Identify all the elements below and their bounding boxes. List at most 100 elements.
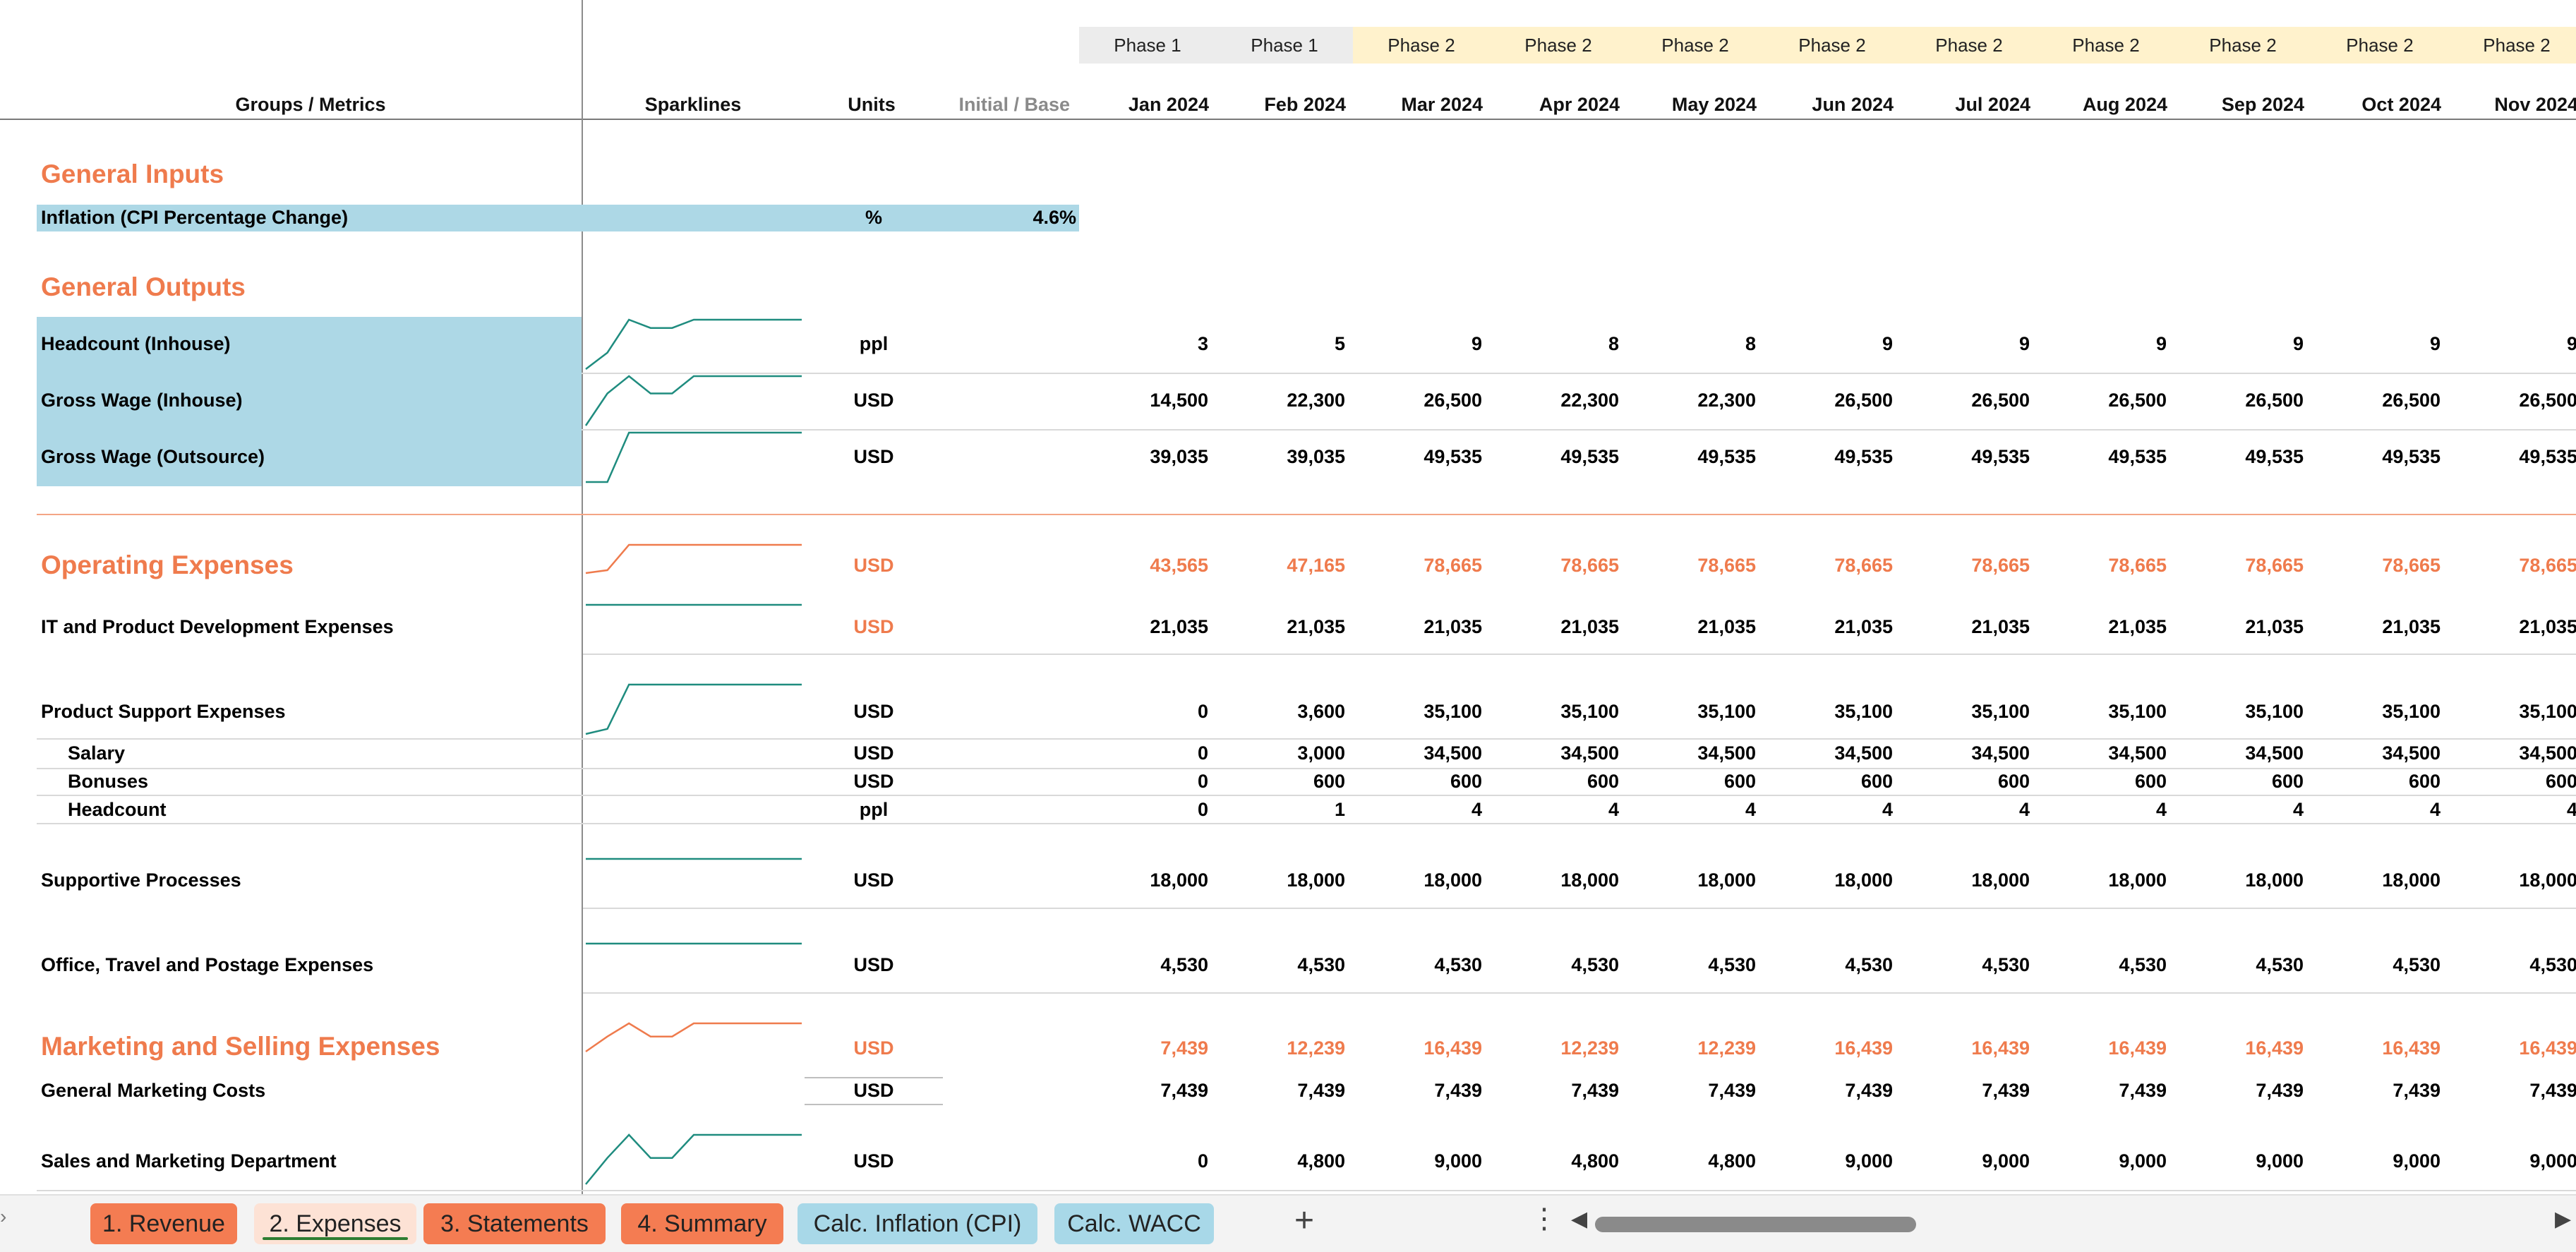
value-cell[interactable]: 34,500 xyxy=(1697,742,1756,764)
value-cell[interactable]: 4 xyxy=(2429,799,2440,820)
value-cell[interactable]: 7,439 xyxy=(2119,1080,2167,1101)
scroll-left-icon[interactable]: ◀ xyxy=(1571,1208,1588,1231)
value-cell[interactable]: 600 xyxy=(2134,771,2167,792)
value-cell[interactable]: 4,530 xyxy=(1982,954,2030,975)
sheet-tab[interactable]: Calc. Inflation (CPI) xyxy=(798,1203,1037,1244)
value-cell[interactable]: 22,300 xyxy=(1560,390,1619,411)
value-cell[interactable]: 35,100 xyxy=(1560,701,1619,722)
value-cell[interactable]: 16,439 xyxy=(1834,1037,1893,1059)
value-cell[interactable]: 7,439 xyxy=(1297,1080,1345,1101)
value-cell[interactable]: 21,035 xyxy=(1971,616,2030,637)
value-cell[interactable]: 600 xyxy=(2545,771,2576,792)
value-cell[interactable]: 21,035 xyxy=(1150,616,1208,637)
value-cell[interactable]: 0 xyxy=(1197,799,1208,820)
value-cell[interactable]: 3,600 xyxy=(1297,701,1345,722)
value-cell[interactable]: 12,239 xyxy=(1287,1037,1345,1059)
value-cell[interactable]: 34,500 xyxy=(1834,742,1893,764)
value-cell[interactable]: 22,300 xyxy=(1697,390,1756,411)
value-cell[interactable]: 4,530 xyxy=(1571,954,1619,975)
value-cell[interactable]: 4 xyxy=(1471,799,1482,820)
value-cell[interactable]: 0 xyxy=(1197,1150,1208,1172)
value-cell[interactable]: 34,500 xyxy=(2108,742,2167,764)
value-cell[interactable]: 7,439 xyxy=(1708,1080,1756,1101)
value-cell[interactable]: 4 xyxy=(1608,799,1619,820)
value-cell[interactable]: 34,500 xyxy=(1971,742,2030,764)
value-cell[interactable]: 16,439 xyxy=(2519,1037,2576,1059)
value-cell[interactable]: 18,000 xyxy=(2382,869,2440,891)
value-cell[interactable]: 9,000 xyxy=(2119,1150,2167,1172)
value-cell[interactable]: 49,535 xyxy=(2382,446,2440,467)
value-cell[interactable]: 600 xyxy=(1723,771,1756,792)
value-cell[interactable]: 78,665 xyxy=(2108,555,2167,576)
value-cell[interactable]: 18,000 xyxy=(1697,869,1756,891)
value-cell[interactable]: 78,665 xyxy=(2245,555,2304,576)
value-cell[interactable]: 4,530 xyxy=(2256,954,2304,975)
value-cell[interactable]: 0 xyxy=(1197,771,1208,792)
value-cell[interactable]: 78,665 xyxy=(2519,555,2576,576)
value-cell[interactable]: 21,035 xyxy=(2108,616,2167,637)
plus-icon[interactable]: + xyxy=(1294,1202,1315,1239)
value-cell[interactable]: 47,165 xyxy=(1287,555,1345,576)
value-cell[interactable]: 21,035 xyxy=(2519,616,2576,637)
value-cell[interactable]: 4,530 xyxy=(1845,954,1893,975)
value-cell[interactable]: 18,000 xyxy=(1424,869,1482,891)
value-cell[interactable]: 4,530 xyxy=(1708,954,1756,975)
value-cell[interactable]: 0 xyxy=(1197,742,1208,764)
value-cell[interactable]: 7,439 xyxy=(1434,1080,1482,1101)
value-cell[interactable]: 12,239 xyxy=(1697,1037,1756,1059)
value-cell[interactable]: 9 xyxy=(1471,333,1482,354)
value-cell[interactable]: 9,000 xyxy=(2393,1150,2440,1172)
value-cell[interactable]: 35,100 xyxy=(1971,701,2030,722)
value-cell[interactable]: 600 xyxy=(1313,771,1345,792)
value-cell[interactable]: 49,535 xyxy=(2519,446,2576,467)
value-cell[interactable]: 49,535 xyxy=(1834,446,1893,467)
sheet-tab[interactable]: 3. Statements xyxy=(423,1203,606,1244)
value-cell[interactable]: 16,439 xyxy=(2382,1037,2440,1059)
value-cell[interactable]: 9 xyxy=(2155,333,2167,354)
value-cell[interactable]: 9,000 xyxy=(2529,1150,2576,1172)
value-cell[interactable]: 16,439 xyxy=(2245,1037,2304,1059)
value-cell[interactable]: 35,100 xyxy=(2519,701,2576,722)
value-cell[interactable]: 4,800 xyxy=(1708,1150,1756,1172)
value-cell[interactable]: 21,035 xyxy=(1560,616,1619,637)
value-cell[interactable]: 49,535 xyxy=(1560,446,1619,467)
value-cell[interactable]: 49,535 xyxy=(1424,446,1482,467)
value-cell[interactable]: 21,035 xyxy=(2245,616,2304,637)
value-cell[interactable]: 26,500 xyxy=(2108,390,2167,411)
value-cell[interactable]: 7,439 xyxy=(1160,1037,1208,1059)
value-cell[interactable]: 22,300 xyxy=(1287,390,1345,411)
value-cell[interactable]: 26,500 xyxy=(1424,390,1482,411)
value-cell[interactable]: 3 xyxy=(1197,333,1208,354)
value-cell[interactable]: 18,000 xyxy=(2519,869,2576,891)
value-cell[interactable]: 39,035 xyxy=(1150,446,1208,467)
value-cell[interactable]: 35,100 xyxy=(2108,701,2167,722)
tab-scroll-prev-icon[interactable]: › xyxy=(0,1205,7,1227)
value-cell[interactable]: 4,530 xyxy=(2393,954,2440,975)
value-cell[interactable]: 4,530 xyxy=(1297,954,1345,975)
value-cell[interactable]: 21,035 xyxy=(1834,616,1893,637)
value-cell[interactable]: 34,500 xyxy=(2519,742,2576,764)
value-cell[interactable]: 18,000 xyxy=(1971,869,2030,891)
scroll-right-icon[interactable]: ▶ xyxy=(2555,1208,2572,1231)
value-cell[interactable]: 43,565 xyxy=(1150,555,1208,576)
value-cell[interactable]: 1 xyxy=(1334,799,1345,820)
value-cell[interactable]: 7,439 xyxy=(1982,1080,2030,1101)
value-cell[interactable]: 9,000 xyxy=(1845,1150,1893,1172)
value-cell[interactable]: 49,535 xyxy=(1971,446,2030,467)
value-cell[interactable]: 4 xyxy=(2018,799,2030,820)
value-cell[interactable]: 16,439 xyxy=(2108,1037,2167,1059)
value-cell[interactable]: 26,500 xyxy=(1834,390,1893,411)
value-cell[interactable]: 18,000 xyxy=(1560,869,1619,891)
value-cell[interactable]: 78,665 xyxy=(1560,555,1619,576)
value-cell[interactable]: 78,665 xyxy=(1424,555,1482,576)
value-cell[interactable]: 600 xyxy=(1997,771,2030,792)
value-cell[interactable]: 18,000 xyxy=(1287,869,1345,891)
value-cell[interactable]: 35,100 xyxy=(2382,701,2440,722)
value-cell[interactable]: 12,239 xyxy=(1560,1037,1619,1059)
value-cell[interactable]: 600 xyxy=(2408,771,2440,792)
value-cell[interactable]: 9,000 xyxy=(1434,1150,1482,1172)
value-cell[interactable]: 9 xyxy=(2566,333,2576,354)
value-cell[interactable]: 35,100 xyxy=(1697,701,1756,722)
value-cell[interactable]: 21,035 xyxy=(1287,616,1345,637)
value-cell[interactable]: 4 xyxy=(2292,799,2304,820)
